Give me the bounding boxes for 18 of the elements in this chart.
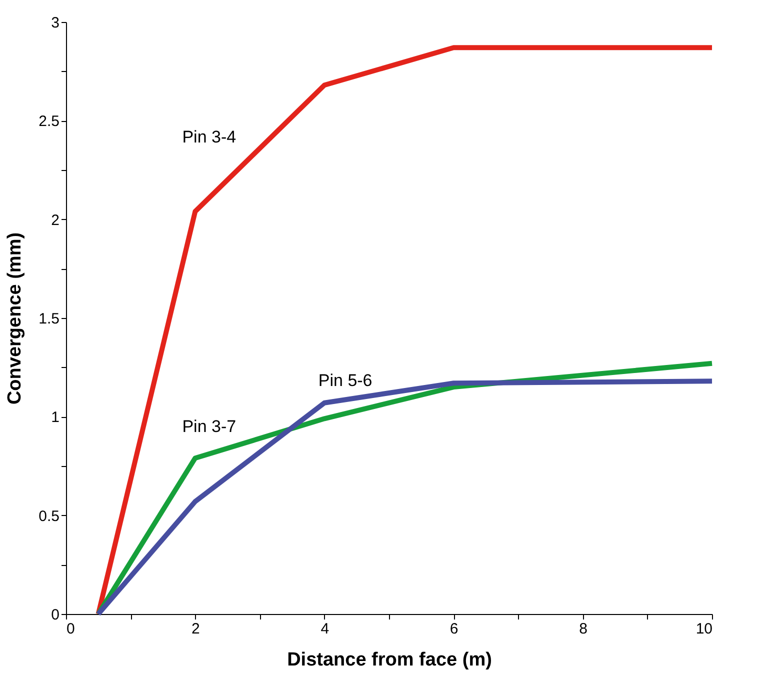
x-axis-title: Distance from face (m) [287,650,492,670]
y-axis-title: Convergence (mm) [4,232,26,405]
y-tick-label: 0 [51,606,60,624]
y-tick-label: 2 [51,212,60,229]
x-tick-label: 8 [579,620,588,638]
series-label: Pin 3-7 [182,417,236,436]
y-tick-label: 1.5 [38,310,60,328]
y-tick-label: 1 [51,409,60,426]
y-tick-label: 2.5 [38,113,60,130]
x-tick-label: 6 [450,620,458,638]
x-tick-label: 0 [66,620,75,638]
y-tick-label: 3 [51,14,60,32]
x-tick-label: 4 [320,620,330,638]
series-label: Pin 3-4 [182,127,236,146]
y-tick-label: 0.5 [38,508,60,525]
series-label: Pin 5-6 [318,370,372,390]
x-tick-label: 2 [192,620,200,638]
x-tick-label: 10 [696,620,712,638]
